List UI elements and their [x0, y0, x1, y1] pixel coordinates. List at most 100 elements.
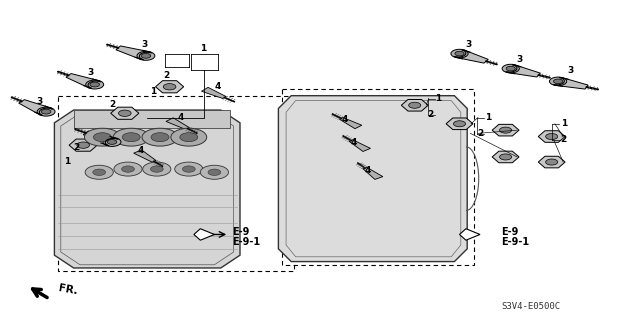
Text: 4: 4 [350, 138, 356, 147]
Polygon shape [66, 74, 100, 88]
Polygon shape [54, 110, 240, 268]
Text: 4: 4 [365, 166, 371, 175]
Polygon shape [349, 140, 371, 152]
Circle shape [142, 128, 178, 146]
Polygon shape [19, 100, 52, 115]
Text: 2: 2 [477, 129, 483, 138]
Circle shape [182, 166, 195, 172]
Text: 1: 1 [484, 113, 491, 122]
Circle shape [171, 128, 207, 146]
Text: E-9-1: E-9-1 [501, 237, 529, 248]
Bar [74, 110, 230, 128]
Circle shape [93, 133, 111, 142]
Text: 3: 3 [568, 66, 574, 75]
Polygon shape [134, 150, 156, 162]
Bar [282, 89, 474, 265]
Text: 3: 3 [88, 68, 94, 77]
Circle shape [137, 51, 155, 60]
Polygon shape [116, 46, 150, 60]
Circle shape [502, 64, 519, 73]
Polygon shape [538, 156, 565, 168]
Circle shape [554, 79, 563, 84]
Circle shape [546, 134, 557, 139]
Circle shape [409, 102, 420, 108]
Circle shape [86, 80, 104, 89]
Text: FR.: FR. [57, 283, 78, 296]
Circle shape [113, 128, 149, 146]
Polygon shape [507, 65, 540, 77]
Circle shape [114, 162, 142, 176]
Circle shape [122, 133, 140, 142]
Circle shape [143, 162, 171, 176]
Polygon shape [363, 167, 383, 179]
Polygon shape [202, 87, 226, 99]
Circle shape [550, 77, 566, 85]
Text: 1: 1 [435, 94, 442, 103]
Circle shape [455, 51, 464, 56]
Text: 4: 4 [341, 115, 348, 124]
Bar [58, 96, 294, 271]
Text: 4: 4 [214, 82, 221, 91]
Circle shape [150, 166, 163, 172]
Circle shape [41, 109, 51, 114]
Circle shape [93, 169, 106, 175]
Circle shape [163, 84, 176, 90]
Circle shape [200, 165, 228, 179]
Circle shape [546, 159, 557, 165]
Text: 3: 3 [36, 97, 43, 106]
Circle shape [175, 162, 203, 176]
Circle shape [37, 107, 55, 116]
Text: 3: 3 [141, 40, 147, 48]
Text: 2: 2 [427, 110, 433, 119]
Circle shape [180, 133, 198, 142]
Text: E-9: E-9 [501, 227, 518, 237]
Text: 2: 2 [74, 143, 80, 152]
Circle shape [454, 121, 465, 127]
Circle shape [151, 133, 169, 142]
Circle shape [85, 165, 113, 179]
Polygon shape [492, 151, 519, 163]
Circle shape [506, 66, 515, 71]
Text: E-9: E-9 [232, 227, 250, 237]
Text: 3: 3 [516, 55, 523, 63]
Polygon shape [401, 100, 428, 111]
Text: 2: 2 [163, 71, 170, 80]
Polygon shape [538, 131, 565, 142]
Polygon shape [69, 139, 97, 151]
Circle shape [141, 54, 151, 58]
Circle shape [500, 127, 511, 133]
Circle shape [451, 49, 468, 58]
Polygon shape [455, 50, 488, 63]
Text: 3: 3 [465, 40, 472, 48]
Circle shape [108, 140, 116, 145]
Text: 4: 4 [138, 146, 144, 155]
Text: E-9-1: E-9-1 [232, 237, 260, 248]
Polygon shape [460, 229, 480, 240]
Polygon shape [339, 117, 362, 129]
Polygon shape [555, 78, 588, 89]
Polygon shape [446, 118, 473, 130]
Polygon shape [166, 118, 189, 130]
Polygon shape [156, 81, 184, 93]
Text: 1: 1 [561, 119, 568, 128]
Text: 1: 1 [200, 44, 206, 53]
Polygon shape [83, 131, 117, 145]
Circle shape [84, 128, 120, 146]
Polygon shape [278, 96, 467, 262]
Text: 4: 4 [177, 113, 184, 122]
Text: 1: 1 [150, 87, 157, 96]
Polygon shape [194, 229, 214, 240]
Text: 2: 2 [560, 135, 566, 144]
Text: 2: 2 [109, 100, 115, 109]
Circle shape [122, 166, 134, 172]
Circle shape [208, 169, 221, 175]
Circle shape [77, 142, 90, 148]
Circle shape [103, 137, 121, 146]
Polygon shape [111, 107, 139, 119]
Circle shape [500, 154, 511, 160]
Circle shape [118, 110, 131, 116]
Text: S3V4-E0500C: S3V4-E0500C [502, 302, 561, 311]
Text: 1: 1 [64, 157, 70, 166]
Polygon shape [492, 124, 519, 136]
Circle shape [90, 82, 100, 87]
